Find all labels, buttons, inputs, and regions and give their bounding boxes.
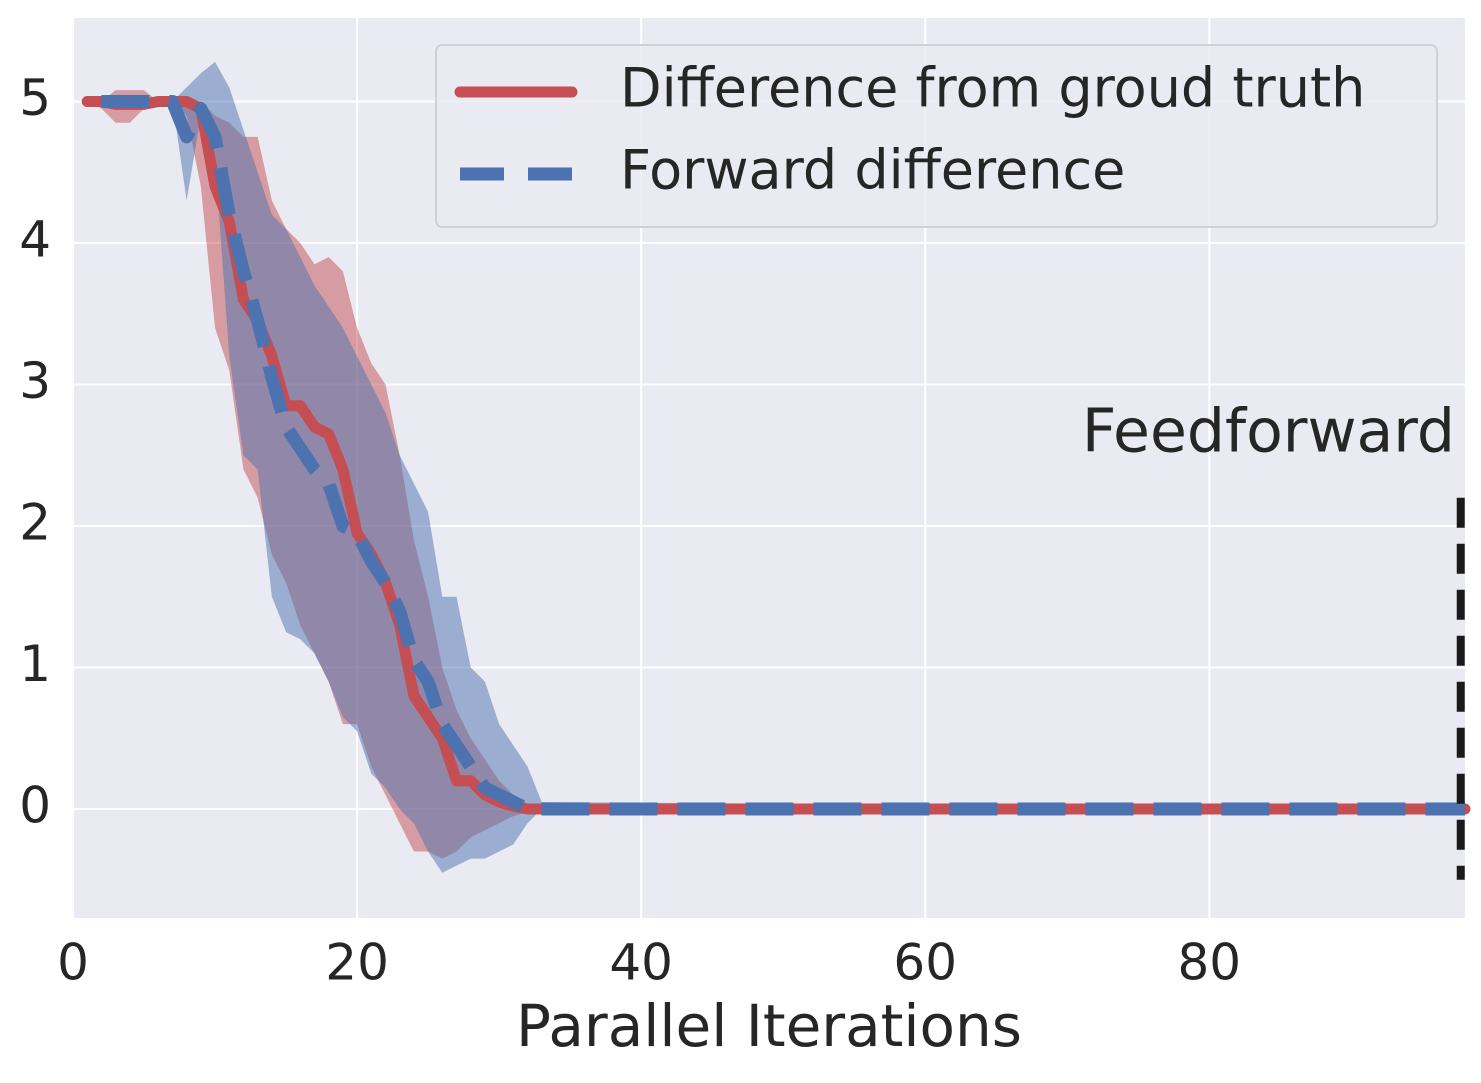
legend: Difference from groud truth Forward diffe… [435, 44, 1438, 228]
legend-box [435, 44, 1438, 228]
x-tick-label: 20 [325, 934, 389, 992]
y-tick-label: 5 [19, 69, 51, 127]
x-tick-label: 0 [57, 934, 89, 992]
annotation-label: Feedforward [1082, 397, 1455, 467]
series-line [101, 94, 1465, 816]
marks [81, 61, 1471, 873]
x-tick-label: 80 [1178, 934, 1242, 992]
y-tick-label: 1 [19, 635, 51, 693]
x-tick-label: 60 [893, 934, 957, 992]
y-tick-label: 3 [19, 352, 51, 410]
confidence-band [101, 61, 1465, 873]
y-tick-label: 0 [19, 777, 51, 835]
x-tick-label: 40 [609, 934, 673, 992]
legend-label: Difference from groud truth [620, 57, 1365, 120]
x-axis-label: Parallel Iterations [516, 992, 1022, 1060]
y-tick-label: 2 [19, 494, 51, 552]
y-tick-label: 4 [19, 211, 51, 269]
legend-label: Forward difference [620, 139, 1125, 202]
